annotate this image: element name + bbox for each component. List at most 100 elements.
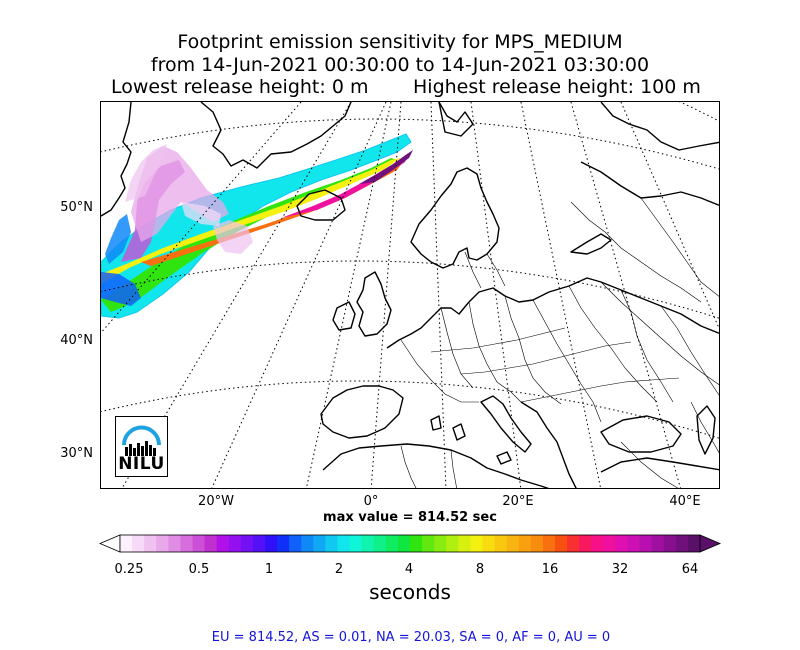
colorbar-segment	[180, 535, 194, 552]
country-borders	[400, 197, 719, 488]
title-line-3: Lowest release height: 0 m Highest relea…	[0, 76, 800, 98]
colorbar-segment	[555, 535, 568, 552]
plume-pink-patch	[213, 220, 253, 254]
greenland-east-coast	[200, 102, 352, 169]
colorbar-segment	[216, 535, 230, 552]
colorbar-segment	[325, 535, 339, 552]
colorbar-tick-1: 1	[264, 562, 274, 577]
meridian-50e	[620, 102, 719, 330]
graticule	[101, 102, 719, 488]
plume-blue-north	[105, 214, 131, 264]
black-sea-coast	[600, 415, 682, 453]
border-17	[620, 441, 679, 488]
colorbar-segment	[252, 535, 266, 552]
lon-label-40e: 40°E	[669, 494, 701, 509]
colorbar-segment	[120, 535, 133, 552]
colorbar-segment	[458, 535, 472, 552]
title-line-2: from 14-Jun-2021 00:30:00 to 14-Jun-2021…	[150, 54, 650, 76]
colorbar-segment	[591, 535, 604, 552]
colorbar-segment	[313, 535, 327, 552]
colorbar-segment	[410, 535, 423, 552]
border-10	[520, 377, 680, 403]
italy-coast	[480, 395, 532, 453]
meridian-10w	[305, 102, 392, 488]
colorbar-segment	[446, 535, 459, 552]
border-9	[460, 341, 632, 375]
novaya-zemlya-coast	[570, 233, 612, 255]
colorbar-extend-low	[98, 534, 121, 553]
north-africa-coast	[322, 443, 550, 488]
colorbar-segment	[228, 535, 242, 552]
colorbar-segment	[132, 535, 145, 552]
colorbar-segment	[144, 535, 157, 552]
colorbar-segment	[301, 535, 314, 552]
nilu-logo-mark	[122, 425, 161, 456]
colorbar-segment	[422, 535, 435, 552]
colorbar-segment	[349, 535, 363, 552]
border-15	[464, 251, 482, 289]
colorbar-segment	[627, 535, 641, 552]
colorbar-segment	[240, 535, 254, 552]
border-19	[450, 449, 457, 488]
greenland-coast	[101, 102, 132, 217]
nilu-logo-text: NILU	[118, 454, 165, 474]
nilu-logo: NILU	[115, 416, 168, 477]
meridian-30w	[121, 102, 352, 488]
colorbar-segment	[603, 535, 617, 552]
balkan-coast	[520, 401, 577, 488]
meridian-20e	[470, 102, 522, 488]
border-8	[430, 327, 566, 353]
colorbar-segment	[663, 535, 677, 552]
colorbar-segment	[687, 535, 701, 552]
colorbar-segment	[397, 535, 411, 552]
colorbar-segment	[434, 535, 447, 552]
border-5	[532, 299, 602, 423]
coastlines	[101, 102, 719, 488]
footprint-plume	[101, 133, 413, 319]
colorbar-tick-64: 64	[681, 562, 699, 577]
map-panel	[100, 101, 720, 489]
meridian-40w	[101, 102, 302, 334]
colorbar-segment	[579, 535, 592, 552]
colorbar-segment	[337, 535, 351, 552]
colorbar-segment	[168, 535, 182, 552]
colorbar-segment	[373, 535, 387, 552]
lowest-release-height: Lowest release height: 0 m	[111, 76, 369, 98]
max-value-label: max value = 814.52 sec	[323, 510, 497, 525]
colorbar-segment	[494, 535, 508, 552]
plume-red-core	[141, 162, 403, 266]
colorbar-segment	[542, 535, 556, 552]
border-4	[504, 295, 562, 405]
colorbar	[98, 534, 722, 553]
colorbar-segment	[289, 535, 302, 552]
border-2	[440, 307, 474, 389]
border-16	[486, 253, 506, 287]
colorbar-tick-0-25: 0.25	[114, 562, 144, 577]
meridian-20w	[211, 102, 387, 488]
lon-label-0: 0°	[363, 494, 379, 509]
colorbar-tick-32: 32	[611, 562, 629, 577]
iceland-coast	[296, 189, 346, 221]
mediterranean-islands	[430, 415, 512, 465]
parallel-40n	[101, 260, 719, 319]
colorbar-tick-2: 2	[334, 562, 344, 577]
lat-label-40n: 40°N	[60, 333, 93, 348]
border-12	[660, 305, 719, 396]
meridian-0	[370, 102, 402, 488]
border-3	[468, 301, 522, 403]
iberia-coast	[320, 385, 404, 439]
highest-release-height: Highest release height: 100 m	[413, 76, 701, 98]
border-14	[640, 197, 719, 297]
colorbar-segment	[530, 535, 544, 552]
scandinavia-coast	[410, 167, 500, 269]
lat-label-50n: 50°N	[60, 200, 93, 215]
colorbar-segment	[156, 535, 169, 552]
svalbard-coast	[438, 102, 474, 137]
colorbar-segment	[567, 535, 580, 552]
meridian-10e	[430, 102, 447, 488]
colorbar-segment	[277, 535, 290, 552]
colorbar-segment	[470, 535, 484, 552]
russia-arctic-coast	[580, 161, 719, 206]
lat-label-30n: 30°N	[60, 446, 93, 461]
russia-far-coast	[600, 102, 719, 151]
